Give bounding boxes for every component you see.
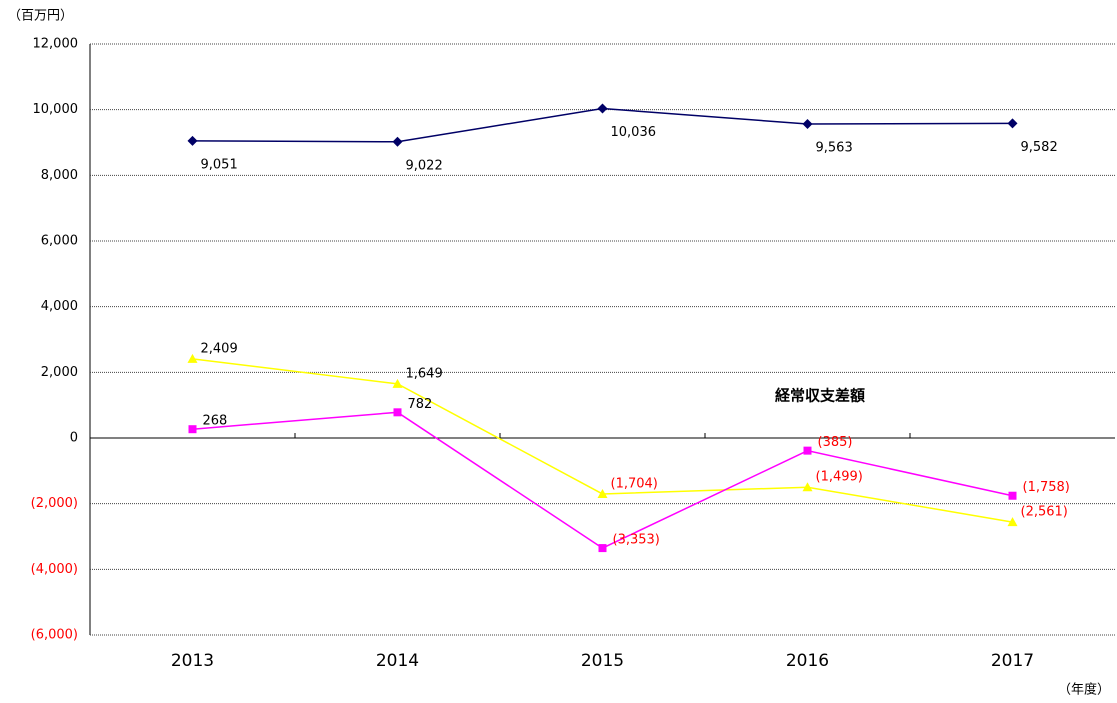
x-tick-label: 2014 [376, 651, 419, 671]
data-label: (1,499) [816, 470, 863, 485]
marker [392, 378, 403, 388]
data-label: 9,051 [201, 157, 238, 172]
data-label: 9,582 [1021, 140, 1058, 155]
marker [187, 135, 198, 146]
y-tick-label: 12,000 [33, 37, 79, 52]
y-tick-label: 6,000 [41, 234, 78, 249]
data-label: 1,649 [406, 366, 443, 381]
marker [1007, 118, 1018, 129]
marker [1007, 517, 1018, 527]
y-tick-label: (2,000) [31, 496, 78, 511]
y-tick-label: 2,000 [41, 365, 78, 380]
data-label: 2,409 [201, 341, 238, 356]
data-label: (2,561) [1021, 505, 1068, 520]
y-tick-label: 4,000 [41, 299, 78, 314]
x-tick-label: 2016 [786, 651, 829, 671]
annotation: 経常収支差額 [775, 387, 865, 405]
data-label: 10,036 [611, 125, 657, 140]
data-label: (3,353) [613, 533, 660, 548]
unit-label: （百万円） [8, 9, 73, 24]
y-tick-label: 8,000 [41, 168, 78, 183]
marker [187, 353, 198, 363]
data-label: (385) [818, 435, 853, 450]
data-label: 9,022 [406, 158, 443, 173]
marker [393, 408, 402, 417]
marker [392, 136, 403, 147]
y-tick-label: 0 [70, 431, 78, 446]
marker [597, 103, 608, 114]
data-label: (1,758) [1023, 480, 1070, 495]
y-tick-label: 10,000 [33, 102, 79, 117]
x-axis-label: （年度） [1058, 682, 1110, 698]
marker [802, 119, 813, 130]
marker [598, 544, 607, 553]
y-tick-label: (4,000) [31, 562, 78, 577]
marker [188, 425, 197, 434]
data-label: 268 [203, 414, 228, 429]
x-tick-label: 2017 [991, 651, 1034, 671]
marker [803, 446, 812, 455]
data-label: (1,704) [611, 476, 658, 491]
line [192, 411, 1013, 549]
marker [597, 488, 608, 498]
data-label: 9,563 [816, 141, 853, 156]
y-tick-label: (6,000) [31, 628, 78, 643]
marker [802, 482, 813, 492]
marker [1008, 491, 1017, 500]
data-label: 782 [408, 397, 433, 412]
x-tick-label: 2013 [171, 651, 214, 671]
x-tick-label: 2015 [581, 651, 624, 671]
